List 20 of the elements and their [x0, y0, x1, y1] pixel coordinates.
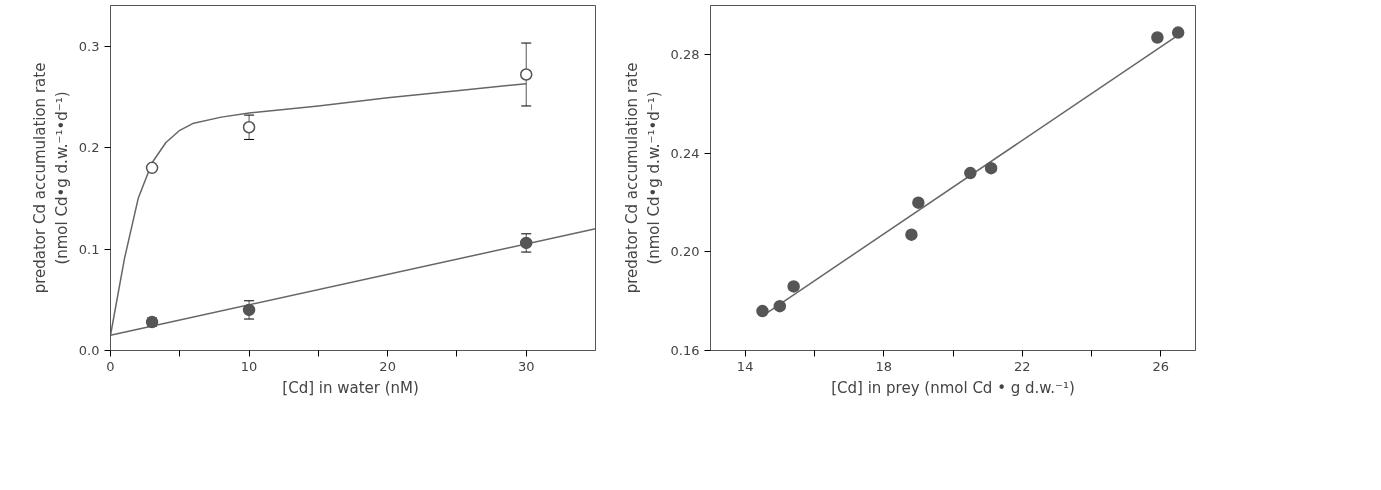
- y-axis-title: predator Cd accumulation rate (nmol Cd•g d.w.⁻¹•d⁻¹): [31, 62, 71, 294]
- x-tick-label: 0: [106, 358, 115, 374]
- y-tick-label: 0.3: [78, 38, 100, 54]
- x-tick-label: 30: [517, 358, 535, 374]
- x-axis-title: [Cd] in prey (nmol Cd • g d.w.⁻¹): [831, 378, 1075, 397]
- x-tick-label: 20: [379, 358, 396, 374]
- y-tick-label: 0.1: [78, 241, 100, 257]
- y-tick-label: 0.20: [670, 244, 700, 260]
- y-tick-label: 0.28: [670, 47, 700, 63]
- y-tick-label: 0.16: [670, 343, 700, 358]
- x-tick-label: 10: [240, 358, 258, 374]
- x-tick-label: 22: [1014, 358, 1031, 374]
- x-axis-title: [Cd] in water (nM): [282, 378, 419, 397]
- text: 0.0: [78, 343, 100, 358]
- x-tick-label: 18: [875, 358, 892, 374]
- y-axis-title: predator Cd accumulation rate (nmol Cd•g d.w.⁻¹•d⁻¹): [622, 62, 663, 294]
- x-tick-label: 14: [736, 358, 754, 374]
- y-tick-label: 0.2: [78, 140, 100, 156]
- y-tick-label: 0.24: [670, 145, 700, 161]
- x-tick-label: 26: [1152, 358, 1170, 374]
